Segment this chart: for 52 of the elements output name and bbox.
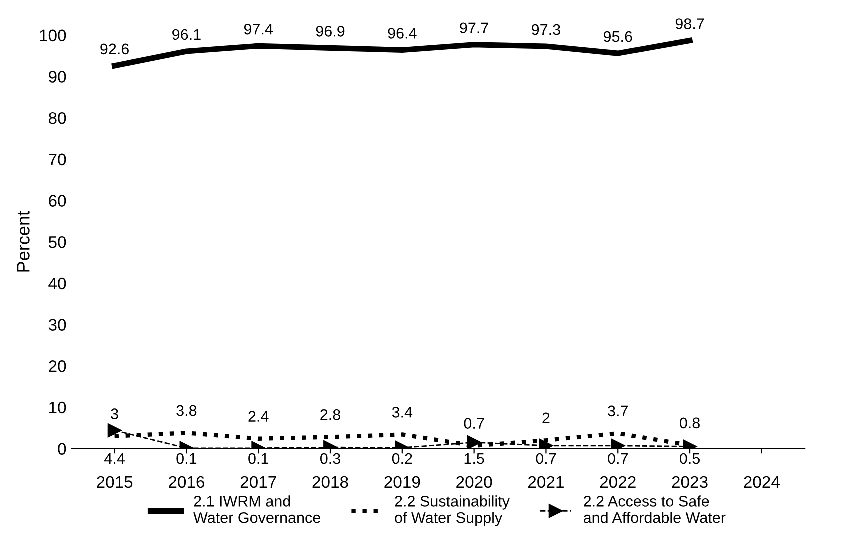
x-tick-label: 2016 (169, 476, 205, 488)
y-tick-label: 10 (50, 402, 66, 414)
data-label: 0.8 (680, 418, 700, 429)
data-label: 0.1 (176, 453, 197, 464)
y-tick-label: 100 (40, 30, 66, 42)
data-label: 0.7 (536, 453, 556, 464)
y-tick-label: 30 (48, 319, 66, 331)
legend-label: 2.1 IWRM and Water Governance (194, 496, 320, 524)
data-label: 0.1 (248, 453, 268, 464)
data-label: 3.8 (176, 405, 197, 416)
data-label: 3 (111, 408, 118, 420)
y-tick-label: 0 (58, 443, 66, 456)
x-tick-label: 2017 (240, 476, 276, 488)
data-label: 0.3 (320, 453, 340, 464)
x-tick-label: 2021 (528, 476, 564, 488)
legend-label: 2.2 Access to Safe and Affordable Water (584, 496, 726, 524)
y-tick-label: 70 (49, 154, 66, 166)
data-label: 0.5 (680, 453, 700, 464)
data-label: 0.2 (392, 453, 412, 464)
legend-label: 2.2 Sustainability of Water Supply (395, 496, 510, 526)
data-label: 97.3 (532, 24, 560, 36)
data-label: 97.7 (460, 22, 488, 34)
y-tick-label: 90 (49, 71, 66, 83)
data-label: 96.9 (316, 26, 345, 37)
data-label: 2.4 (248, 411, 269, 422)
data-label: 2.8 (320, 409, 340, 420)
data-label: 96.1 (172, 29, 201, 40)
data-label: 97.4 (244, 24, 274, 35)
x-tick-label: 2020 (456, 476, 492, 488)
data-label: 3.4 (392, 407, 413, 418)
x-tick-label: 2019 (384, 476, 420, 488)
y-tick-label: 60 (49, 195, 66, 207)
x-tick-label: 2023 (672, 476, 708, 488)
y-tick-label: 80 (48, 112, 66, 124)
x-tick-label: 2024 (744, 476, 780, 488)
data-label: 98.7 (676, 18, 704, 30)
y-tick-label: 50 (48, 236, 66, 248)
data-label: 0.7 (608, 453, 628, 464)
data-label: 0.7 (464, 418, 484, 429)
x-tick-label: 2015 (97, 476, 133, 488)
data-label: 3.7 (608, 406, 628, 417)
data-label: 92.6 (100, 44, 129, 55)
data-label: 96.4 (388, 28, 417, 39)
data-label: 2 (542, 412, 550, 424)
data-label: 95.6 (604, 31, 632, 42)
y-tick-label: 40 (48, 278, 66, 290)
x-tick-label: 2018 (312, 476, 348, 488)
y-tick-label: 20 (49, 360, 66, 372)
y-axis-title: Percent (17, 211, 30, 272)
data-label: 1.5 (464, 454, 484, 464)
data-label: 4.4 (104, 454, 125, 464)
x-tick-label: 2022 (600, 476, 636, 488)
